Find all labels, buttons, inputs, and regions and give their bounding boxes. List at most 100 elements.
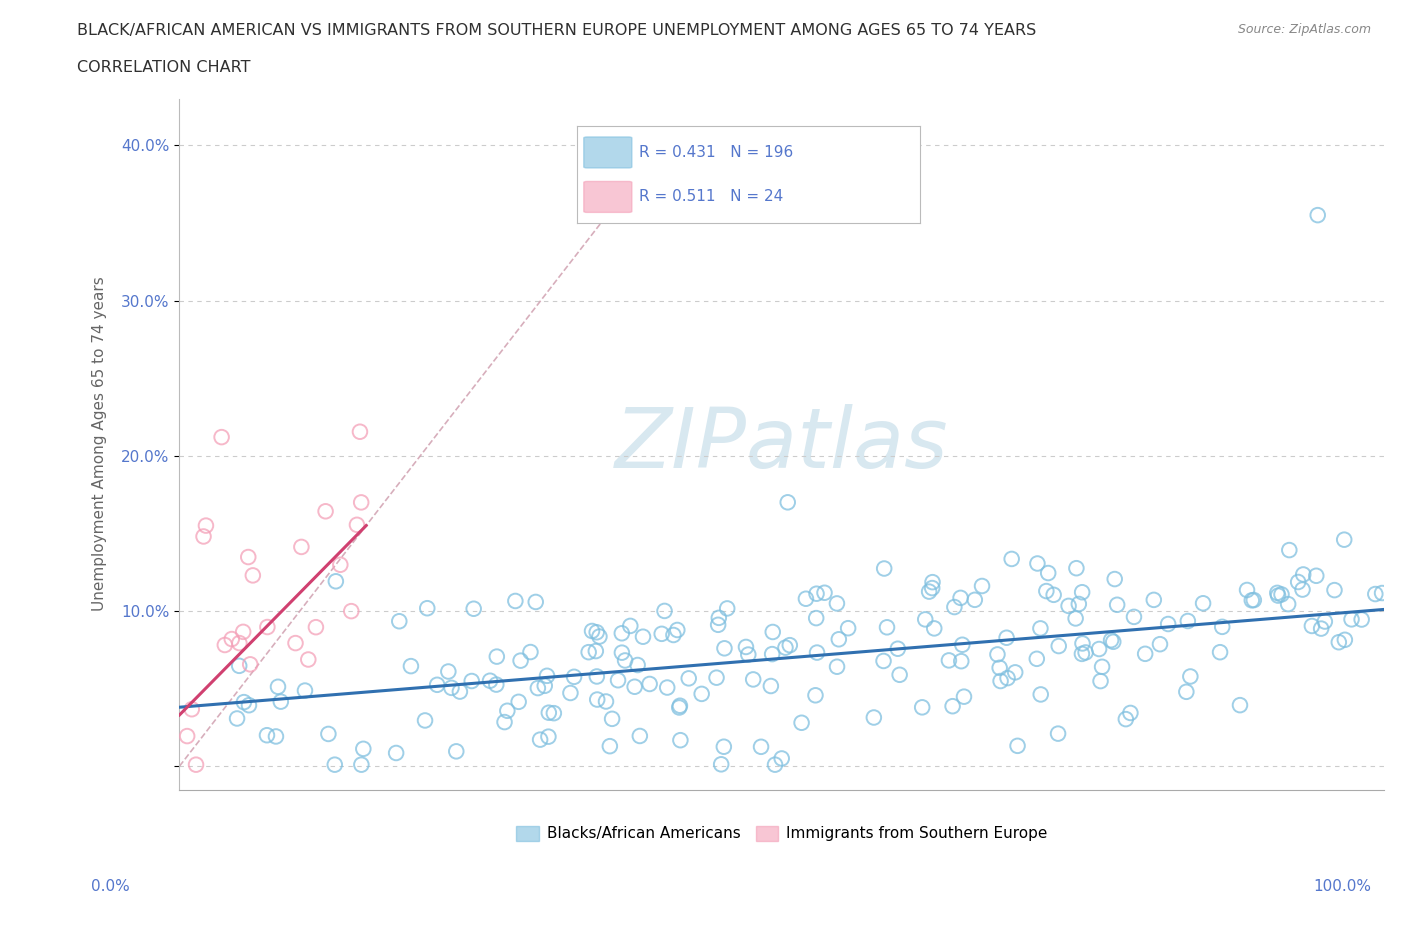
- Point: [1292, 567, 1315, 582]
- Point: [1310, 621, 1333, 636]
- Point: [713, 739, 735, 754]
- Point: [1115, 711, 1137, 726]
- Point: [211, 430, 233, 445]
- Point: [1090, 673, 1112, 688]
- Point: [713, 641, 735, 656]
- Point: [1071, 636, 1094, 651]
- Point: [194, 518, 217, 533]
- Point: [1047, 726, 1070, 741]
- Text: BLACK/AFRICAN AMERICAN VS IMMIGRANTS FROM SOUTHERN EUROPE UNEMPLOYMENT AMONG AGE: BLACK/AFRICAN AMERICAN VS IMMIGRANTS FRO…: [77, 23, 1036, 38]
- Point: [1291, 582, 1313, 597]
- Text: 100.0%: 100.0%: [1313, 879, 1371, 894]
- Point: [242, 568, 264, 583]
- Point: [1104, 572, 1126, 587]
- Point: [1042, 588, 1064, 603]
- Point: [657, 680, 679, 695]
- Point: [581, 623, 603, 638]
- Point: [449, 684, 471, 699]
- Point: [1123, 609, 1146, 624]
- Point: [775, 640, 797, 655]
- Point: [232, 624, 254, 639]
- Point: [1306, 207, 1329, 222]
- Point: [1157, 617, 1180, 631]
- Point: [1350, 612, 1372, 627]
- Point: [889, 668, 911, 683]
- Point: [918, 584, 941, 599]
- Text: 0.0%: 0.0%: [91, 879, 131, 894]
- Point: [1067, 596, 1090, 611]
- Point: [828, 631, 851, 646]
- Point: [742, 672, 765, 687]
- Point: [1066, 561, 1088, 576]
- Y-axis label: Unemployment Among Ages 65 to 74 years: Unemployment Among Ages 65 to 74 years: [93, 277, 107, 612]
- Point: [585, 669, 607, 684]
- Point: [1180, 669, 1202, 684]
- Point: [943, 600, 966, 615]
- Point: [533, 678, 555, 693]
- Point: [761, 646, 783, 661]
- Point: [214, 638, 236, 653]
- Point: [562, 670, 585, 684]
- Point: [806, 645, 828, 660]
- Point: [479, 673, 502, 688]
- Point: [1064, 611, 1087, 626]
- Point: [938, 653, 960, 668]
- Point: [1270, 587, 1292, 602]
- Point: [1102, 634, 1125, 649]
- Point: [238, 698, 260, 712]
- Point: [922, 621, 945, 636]
- Point: [735, 640, 758, 655]
- Point: [707, 618, 730, 632]
- Point: [599, 738, 621, 753]
- Point: [995, 631, 1018, 645]
- Point: [876, 620, 898, 635]
- Point: [607, 672, 630, 687]
- Point: [825, 659, 848, 674]
- Point: [1327, 635, 1350, 650]
- Point: [537, 705, 560, 720]
- Point: [388, 614, 411, 629]
- Point: [426, 677, 449, 692]
- Point: [1243, 592, 1265, 607]
- Point: [440, 681, 463, 696]
- Point: [737, 647, 759, 662]
- Text: Source: ZipAtlas.com: Source: ZipAtlas.com: [1237, 23, 1371, 36]
- Point: [619, 618, 641, 633]
- Point: [1088, 642, 1111, 657]
- Point: [385, 746, 408, 761]
- Point: [193, 529, 215, 544]
- Point: [813, 585, 835, 600]
- Point: [560, 685, 582, 700]
- Point: [1038, 565, 1060, 580]
- Point: [350, 757, 373, 772]
- Point: [1301, 618, 1323, 633]
- Point: [1175, 684, 1198, 699]
- Point: [1091, 659, 1114, 674]
- Point: [305, 619, 328, 634]
- Point: [294, 684, 316, 698]
- Point: [942, 698, 965, 713]
- Point: [256, 728, 278, 743]
- Point: [662, 628, 685, 643]
- Point: [1236, 582, 1258, 597]
- Point: [610, 626, 633, 641]
- Point: [1229, 698, 1251, 712]
- Point: [256, 619, 278, 634]
- Point: [1007, 738, 1029, 753]
- Point: [990, 673, 1012, 688]
- Point: [1305, 568, 1327, 583]
- Legend: Blacks/African Americans, Immigrants from Southern Europe: Blacks/African Americans, Immigrants fro…: [510, 819, 1053, 847]
- Point: [485, 677, 508, 692]
- Point: [578, 644, 600, 659]
- Point: [284, 635, 307, 650]
- Point: [595, 694, 617, 709]
- Point: [270, 694, 292, 709]
- Point: [763, 757, 786, 772]
- Point: [666, 622, 689, 637]
- Point: [1211, 619, 1233, 634]
- Point: [524, 594, 547, 609]
- Point: [1334, 632, 1357, 647]
- Point: [529, 732, 551, 747]
- Point: [997, 671, 1019, 685]
- Point: [794, 591, 817, 606]
